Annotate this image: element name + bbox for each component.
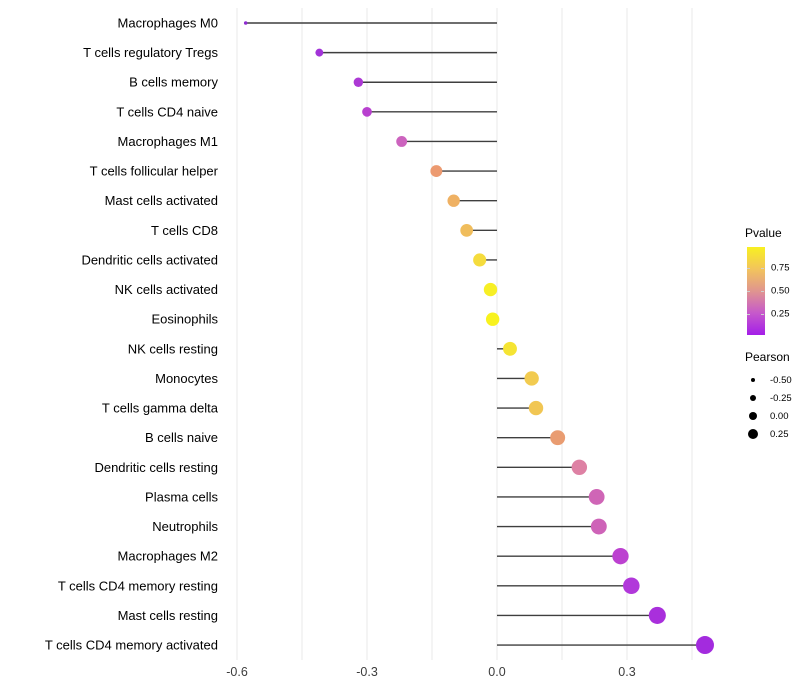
pearson-legend-item: 0.00 bbox=[745, 407, 800, 425]
pearson-legend-item: -0.25 bbox=[745, 389, 800, 407]
y-axis-label: Mast cells activated bbox=[105, 193, 218, 208]
pearson-legend-item: 0.25 bbox=[745, 425, 800, 443]
lollipop-dot bbox=[473, 253, 487, 267]
y-axis-label: T cells gamma delta bbox=[102, 401, 219, 416]
y-axis-label: Dendritic cells activated bbox=[81, 252, 218, 267]
pvalue-legend-title: Pvalue bbox=[745, 226, 782, 240]
pearson-item-label: -0.50 bbox=[770, 374, 792, 386]
pvalue-legend: Pvalue 0.75 0.50 0.25 bbox=[745, 226, 800, 335]
lollipop-dot bbox=[243, 21, 248, 25]
lollipop-dot bbox=[695, 636, 714, 655]
pvalue-tick-label: 0.25 bbox=[771, 308, 790, 320]
y-axis-label: NK cells activated bbox=[115, 282, 218, 297]
y-axis-label: T cells regulatory Tregs bbox=[83, 45, 218, 60]
y-axis-label: Macrophages M0 bbox=[118, 16, 218, 31]
y-axis-label: T cells CD4 naive bbox=[116, 104, 218, 119]
pearson-size-dot bbox=[750, 377, 756, 383]
lollipop-dot bbox=[483, 282, 498, 297]
pvalue-tick-label: 0.50 bbox=[771, 285, 790, 297]
pearson-item-label: -0.25 bbox=[770, 392, 792, 404]
lollipop-dot bbox=[460, 223, 474, 237]
lollipop-dot bbox=[550, 430, 566, 446]
y-axis-label: Plasma cells bbox=[145, 489, 218, 504]
pearson-dot-box bbox=[745, 377, 761, 383]
y-axis-label: Eosinophils bbox=[152, 312, 219, 327]
x-axis-tick-label: 0.3 bbox=[618, 665, 635, 679]
lollipop-dot bbox=[430, 165, 443, 178]
pearson-dot-box bbox=[745, 411, 761, 421]
y-axis-label: Dendritic cells resting bbox=[94, 460, 218, 475]
lollipop-dot bbox=[362, 106, 372, 117]
lollipop-dot bbox=[396, 136, 408, 147]
lollipop-dot bbox=[612, 547, 629, 565]
y-axis-label: Neutrophils bbox=[152, 519, 218, 534]
pearson-size-dot bbox=[747, 428, 759, 440]
y-axis-label: Macrophages M1 bbox=[118, 134, 218, 149]
pvalue-tick-label: 0.75 bbox=[771, 262, 790, 274]
pearson-legend-item: -0.50 bbox=[745, 371, 800, 389]
lollipop-dot bbox=[528, 400, 544, 416]
pvalue-gradient-bar bbox=[747, 247, 765, 335]
lollipop-dot bbox=[588, 489, 605, 505]
pearson-dot-box bbox=[745, 394, 761, 402]
pearson-legend-title: Pearson bbox=[745, 350, 790, 364]
pearson-size-dot bbox=[748, 411, 758, 421]
pvalue-colorbar: 0.75 0.50 0.25 bbox=[745, 247, 800, 335]
pearson-legend: Pearson -0.50 -0.25 0.00 0.25 bbox=[745, 350, 800, 443]
pvalue-tick-mark bbox=[761, 291, 764, 292]
lollipop-dot bbox=[590, 518, 607, 535]
lollipop-dot bbox=[623, 577, 640, 595]
lollipop-dot bbox=[524, 371, 539, 386]
y-axis-label: T cells CD4 memory activated bbox=[45, 638, 218, 653]
y-axis-label: Macrophages M2 bbox=[118, 549, 218, 564]
lollipop-dot bbox=[485, 312, 500, 326]
pearson-item-label: 0.00 bbox=[770, 410, 789, 422]
lollipop-dot bbox=[315, 48, 324, 57]
lollipop-dot bbox=[353, 77, 364, 87]
pvalue-tick-mark bbox=[747, 268, 750, 270]
pearson-item-label: 0.25 bbox=[770, 428, 789, 440]
x-axis-tick-label: -0.3 bbox=[356, 665, 378, 679]
pvalue-tick-mark bbox=[761, 313, 764, 315]
pvalue-tick-mark bbox=[761, 268, 764, 270]
pvalue-tick-mark bbox=[747, 291, 750, 292]
x-axis-tick-label: -0.6 bbox=[226, 665, 248, 679]
y-axis-label: NK cells resting bbox=[128, 341, 218, 356]
lollipop-dot bbox=[447, 194, 460, 207]
y-axis-label: T cells CD8 bbox=[151, 223, 218, 238]
y-axis-label: Monocytes bbox=[155, 371, 218, 386]
y-axis-label: B cells naive bbox=[145, 430, 218, 445]
lollipop-dot bbox=[648, 606, 666, 624]
y-axis-label: Mast cells resting bbox=[118, 608, 218, 623]
y-axis-label: B cells memory bbox=[129, 75, 218, 90]
y-axis-label: T cells CD4 memory resting bbox=[58, 578, 218, 593]
pearson-dot-box bbox=[745, 428, 761, 440]
pearson-size-dot bbox=[749, 394, 757, 402]
y-axis-label: T cells follicular helper bbox=[90, 164, 219, 179]
lollipop-dot bbox=[503, 341, 517, 356]
x-axis-tick-label: 0.0 bbox=[488, 665, 505, 679]
lollipop-dot bbox=[571, 459, 588, 476]
pvalue-tick-mark bbox=[747, 313, 750, 315]
